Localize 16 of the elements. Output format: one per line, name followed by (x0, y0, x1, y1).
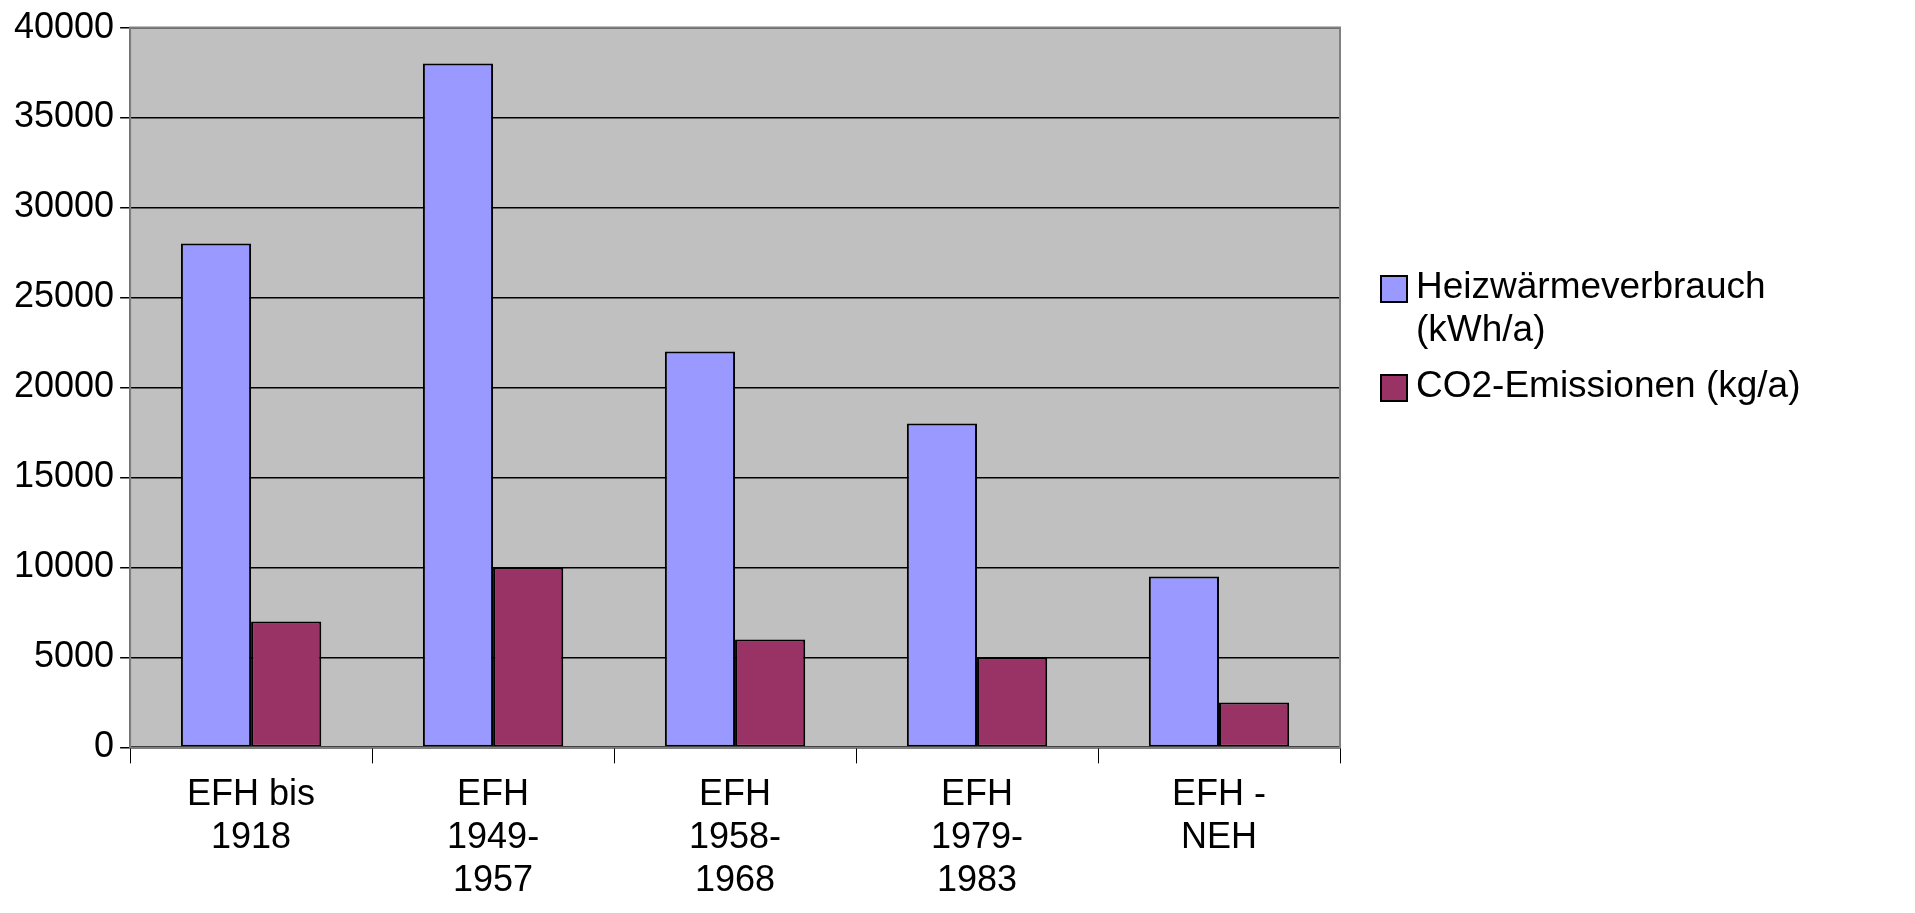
x-tick-label: EFH bis 1918 (187, 771, 316, 857)
y-tick-label: 25000 (14, 274, 115, 316)
y-tick-label: 20000 (14, 364, 115, 406)
x-tick-label: EFH - NEH (1172, 771, 1267, 857)
legend-label: CO2-Emissionen (kg/a) (1416, 364, 1801, 407)
x-tick-label: EFH 1949-1957 (447, 771, 540, 900)
y-tick-label: 35000 (14, 94, 115, 136)
y-tick-label: 40000 (14, 4, 115, 46)
y-tick-label: 15000 (14, 454, 115, 496)
legend-label: Heizwärmeverbrauch (kWh/a) (1416, 265, 1767, 351)
y-tick-label: 0 (94, 724, 115, 766)
x-tick-label: EFH 1958-1968 (689, 771, 782, 900)
y-tick-label: 10000 (14, 544, 115, 586)
y-tick-label: 5000 (34, 634, 115, 676)
x-tick-label: EFH 1979-1983 (930, 771, 1024, 900)
y-tick-label: 30000 (14, 184, 115, 226)
